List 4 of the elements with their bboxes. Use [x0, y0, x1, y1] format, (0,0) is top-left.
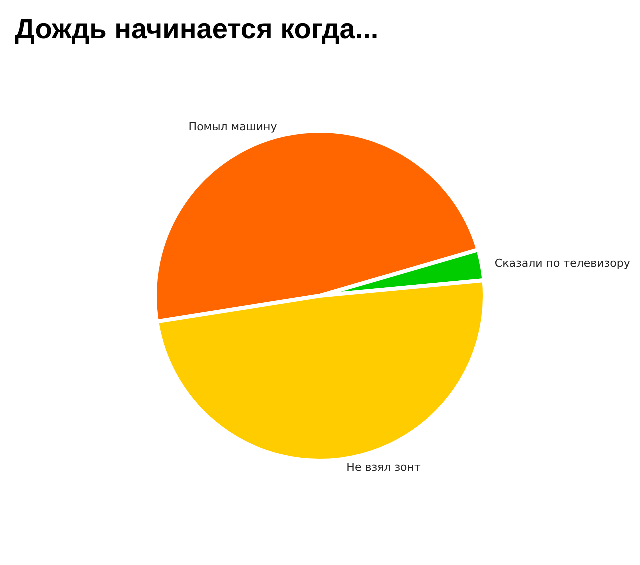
- slice-label: Помыл машину: [188, 120, 278, 134]
- chart-title: Дождь начинается когда...: [15, 14, 379, 44]
- slice-label: Сказали по телевизору: [494, 257, 631, 270]
- slice-label: Не взял зонт: [346, 461, 422, 474]
